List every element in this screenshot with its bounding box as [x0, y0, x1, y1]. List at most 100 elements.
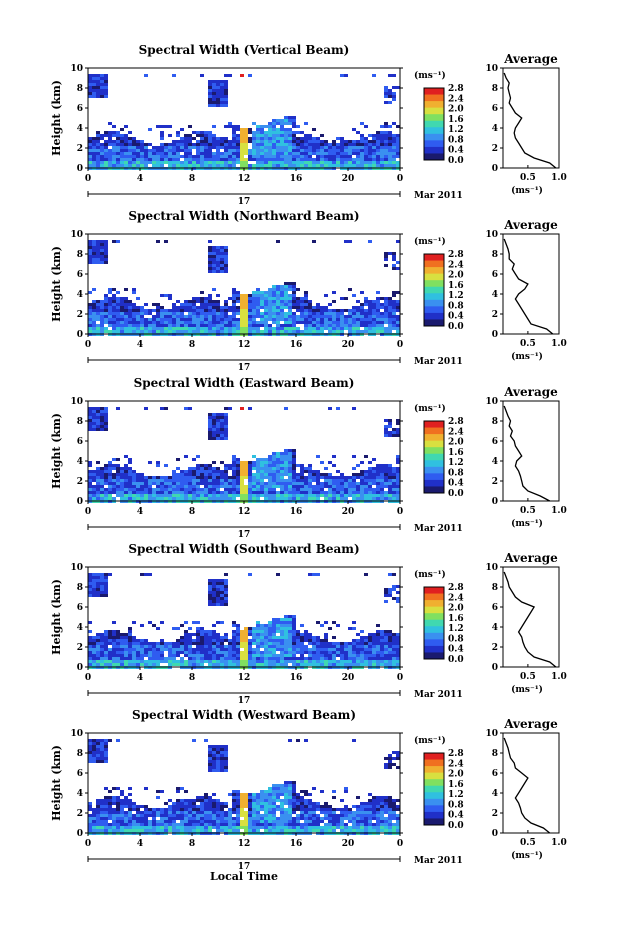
colorbar-segment	[424, 286, 444, 294]
heatmap-cell	[212, 648, 216, 651]
heatmap-cell	[308, 476, 312, 479]
heatmap-cell	[252, 315, 256, 318]
heatmap-cell	[88, 464, 92, 467]
heatmap-cell	[140, 624, 144, 627]
day-label: 17	[238, 197, 251, 207]
heatmap-cell	[96, 485, 100, 488]
heatmap-cell	[224, 143, 228, 146]
colorbar-segment	[424, 447, 444, 455]
heatmap-cell	[268, 663, 272, 666]
heatmap-cell	[92, 591, 96, 594]
heatmap-cell	[292, 137, 296, 140]
heatmap-cell	[228, 309, 232, 312]
heatmap-cell	[396, 125, 400, 128]
heatmap-cell	[188, 802, 192, 805]
heatmap-cell	[92, 315, 96, 318]
heatmap-cell	[152, 663, 156, 666]
heatmap-cell	[224, 651, 228, 654]
heatmap-cell	[192, 820, 196, 823]
heatmap-cell	[204, 479, 208, 482]
heatmap-cell	[324, 491, 328, 494]
heatmap-cell	[296, 488, 300, 491]
heatmap-cell	[104, 745, 108, 748]
heatmap-cell	[312, 639, 316, 642]
heatmap-cell	[100, 585, 104, 588]
colorbar-segment	[424, 626, 444, 634]
heatmap-cell	[276, 119, 280, 122]
heatmap-cell	[396, 600, 400, 603]
heatmap-cell	[220, 651, 224, 654]
heatmap-cell	[192, 473, 196, 476]
heatmap-cell	[316, 642, 320, 645]
heatmap-cell	[352, 318, 356, 321]
heatmap-cell	[96, 576, 100, 579]
heatmap-cell	[188, 479, 192, 482]
heatmap-cell	[340, 660, 344, 663]
heatmap-cell	[256, 636, 260, 639]
avg-y-tick-label: 0	[492, 164, 498, 174]
heatmap-cell	[108, 122, 112, 125]
heatmap-cell	[356, 482, 360, 485]
heatmap-cell	[232, 648, 236, 651]
heatmap-cell	[100, 829, 104, 832]
heatmap-cell	[200, 146, 204, 149]
heatmap-cell	[324, 642, 328, 645]
heatmap-cell	[288, 116, 292, 119]
heatmap-cell	[144, 407, 148, 410]
heatmap-cell	[336, 327, 340, 330]
heatmap-cell	[300, 155, 304, 158]
heatmap-cell	[352, 128, 356, 131]
heatmap-cell	[308, 467, 312, 470]
heatmap-cell	[244, 158, 248, 161]
heatmap-cell	[380, 651, 384, 654]
heatmap-cell	[360, 312, 364, 315]
heatmap-cell	[204, 155, 208, 158]
heatmap-cell	[280, 327, 284, 330]
heatmap-cell	[312, 309, 316, 312]
heatmap-cell	[180, 318, 184, 321]
avg-y-tick-label: 10	[485, 64, 498, 74]
heatmap-cell	[344, 494, 348, 497]
heatmap-cell	[216, 633, 220, 636]
heatmap-cell	[120, 645, 124, 648]
heatmap-cell	[96, 651, 100, 654]
heatmap-cell	[140, 814, 144, 817]
colorbar-unit: (ms⁻¹)	[414, 70, 446, 81]
heatmap-cell	[132, 161, 136, 164]
heatmap-cell	[100, 648, 104, 651]
heatmap-cell	[180, 802, 184, 805]
heatmap-field	[88, 74, 400, 170]
heatmap-cell	[128, 330, 132, 333]
heatmap-cell	[188, 799, 192, 802]
heatmap-cell	[360, 657, 364, 660]
heatmap-cell	[116, 146, 120, 149]
heatmap-cell	[132, 808, 136, 811]
heatmap-cell	[200, 639, 204, 642]
heatmap-cell	[112, 324, 116, 327]
heatmap-cell	[256, 663, 260, 666]
heatmap-cell	[292, 452, 296, 455]
heatmap-cell	[224, 585, 228, 588]
heatmap-cell	[168, 494, 172, 497]
heatmap-cell	[88, 461, 92, 464]
heatmap-cell	[356, 642, 360, 645]
heatmap-cell	[104, 143, 108, 146]
heatmap-cell	[92, 588, 96, 591]
heatmap-cell	[188, 805, 192, 808]
heatmap-cell	[368, 309, 372, 312]
heatmap-cell	[396, 479, 400, 482]
heatmap-cell	[392, 476, 396, 479]
heatmap-cell	[312, 660, 316, 663]
average-frame	[502, 67, 560, 169]
heatmap-cell	[352, 294, 356, 297]
heatmap-cell	[396, 327, 400, 330]
heatmap-cell	[392, 573, 396, 576]
heatmap-cell	[212, 312, 216, 315]
heatmap-cell	[136, 482, 140, 485]
heatmap-cell	[212, 258, 216, 261]
heatmap-cell	[244, 660, 248, 663]
heatmap-cell	[344, 152, 348, 155]
heatmap-cell	[260, 473, 264, 476]
heatmap-cell	[280, 624, 284, 627]
heatmap-cell	[280, 467, 284, 470]
